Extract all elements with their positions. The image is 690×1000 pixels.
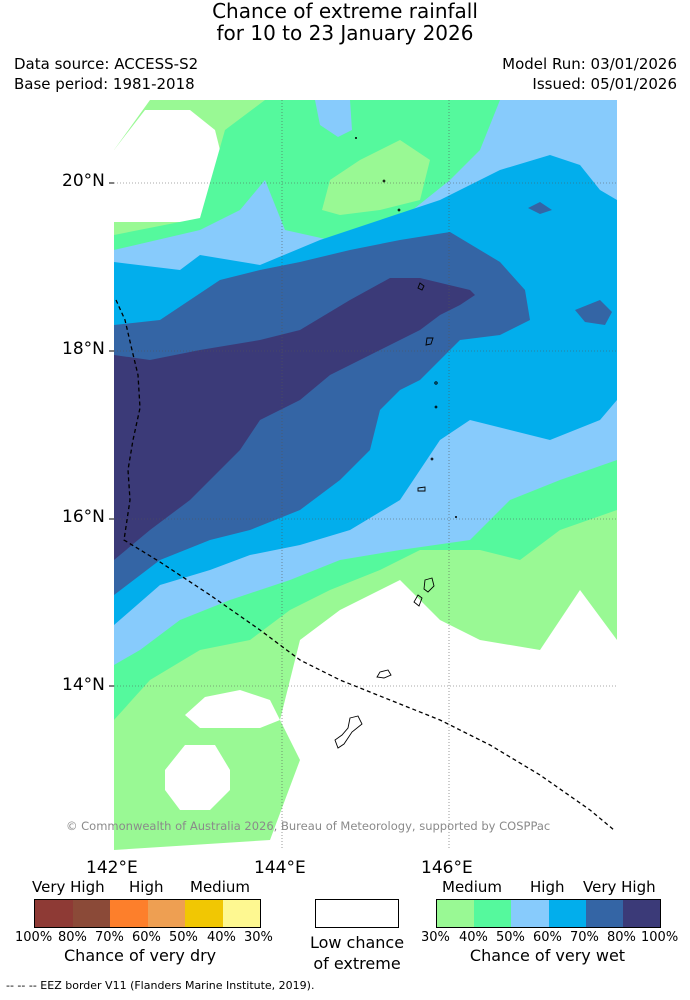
wet-swatch-60-70 (548, 900, 586, 927)
dry-cat-medium: Medium (190, 878, 250, 896)
wet-tick-50: 50% (496, 930, 525, 945)
base-period: Base period: 1981-2018 (14, 75, 195, 93)
wet-cat-very-high: Very High (583, 878, 656, 896)
wet-tick-70: 70% (570, 930, 599, 945)
low-caption-line2: of extreme (313, 954, 401, 973)
lat-tick-18N: 18°N (62, 339, 105, 359)
dry-swatch-60-50 (147, 900, 185, 927)
dry-swatch-70-60 (110, 900, 148, 927)
wet-swatch-30-40 (437, 900, 475, 927)
dry-tick-60: 60% (132, 930, 161, 945)
dry-tick-80: 80% (58, 930, 87, 945)
lon-tick-142E: 142°E (86, 858, 138, 878)
model-run: Model Run: 03/01/2026 (502, 55, 677, 73)
lat-tick-20N: 20°N (62, 171, 105, 191)
eez-footnote: -- -- -- EEZ border V11 (Flanders Marine… (6, 979, 315, 992)
dry-swatch-40-30 (222, 900, 260, 927)
dry-tick-40: 40% (207, 930, 236, 945)
islands (334, 136, 458, 749)
dry-swatch-100-80 (35, 900, 73, 927)
axis-ticks (109, 182, 114, 687)
data-source: Data source: ACCESS-S2 (14, 55, 199, 73)
lat-tick-16N: 16°N (62, 507, 105, 527)
wet-tick-100: 100% (641, 930, 679, 945)
chart-title-line1: Chance of extreme rainfall (212, 0, 478, 23)
lon-tick-146E: 146°E (421, 858, 473, 878)
wet-swatch-80-100 (622, 900, 661, 927)
dry-cat-very-high: Very High (32, 878, 105, 896)
chart-title-line2: for 10 to 23 January 2026 (216, 21, 474, 45)
wet-tick-30: 30% (421, 930, 450, 945)
eez-border (115, 299, 615, 831)
lon-tick-144E: 144°E (254, 858, 306, 878)
low-chance-swatch (315, 899, 399, 928)
wet-cat-medium: Medium (442, 878, 502, 896)
wet-tick-40: 40% (459, 930, 488, 945)
wet-caption: Chance of very wet (469, 946, 626, 965)
dry-cat-high: High (129, 878, 164, 896)
dry-caption: Chance of very dry (64, 946, 217, 965)
wet-swatch-50-60 (511, 900, 549, 927)
gridlines (114, 100, 617, 850)
low-caption-line1: Low chance (309, 933, 405, 952)
dry-tick-30: 30% (244, 930, 273, 945)
dry-tick-50: 50% (169, 930, 198, 945)
dry-swatch-80-70 (72, 900, 110, 927)
wet-colorbar (436, 899, 661, 928)
zone-wet80 (114, 278, 475, 560)
dry-colorbar (34, 899, 261, 928)
dry-swatch-50-40 (185, 900, 223, 927)
wet-cat-high: High (530, 878, 565, 896)
dry-tick-100: 100% (15, 930, 53, 945)
lat-tick-14N: 14°N (62, 675, 105, 695)
wet-tick-80: 80% (607, 930, 636, 945)
issued-date: Issued: 05/01/2026 (532, 75, 677, 93)
wet-tick-60: 60% (533, 930, 562, 945)
wet-swatch-70-80 (585, 900, 623, 927)
wet-swatch-40-50 (474, 900, 512, 927)
dry-tick-70: 70% (95, 930, 124, 945)
copyright-notice: © Commonwealth of Australia 2026, Bureau… (66, 819, 551, 833)
